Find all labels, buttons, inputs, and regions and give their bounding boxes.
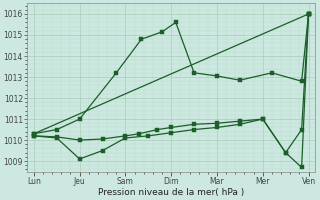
X-axis label: Pression niveau de la mer( hPa ): Pression niveau de la mer( hPa ) [98,188,244,197]
